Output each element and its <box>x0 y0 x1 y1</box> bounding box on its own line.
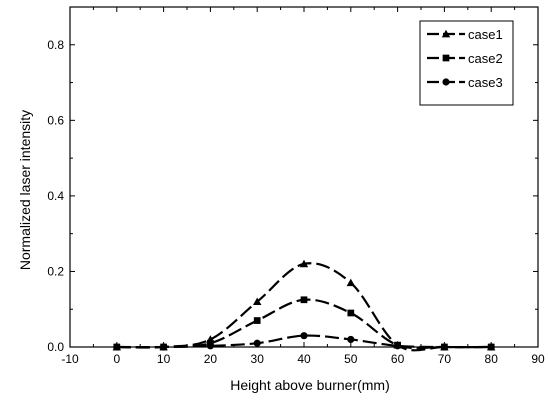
legend-marker-triangle <box>441 29 451 38</box>
series-case3 <box>113 332 495 351</box>
y-tick-label: 0.2 <box>47 264 64 278</box>
x-tick-label: 0 <box>113 352 120 366</box>
legend-label: case1 <box>468 27 503 42</box>
x-tick-label: 60 <box>391 352 405 366</box>
x-tick-label: 50 <box>344 352 358 366</box>
data-point-case1 <box>346 278 355 287</box>
legend-marker-circle <box>442 78 450 86</box>
x-tick-label: 40 <box>297 352 311 366</box>
data-point-case3 <box>206 342 214 350</box>
data-point-case3 <box>113 343 121 351</box>
data-point-case3 <box>253 339 261 347</box>
x-tick-label: 20 <box>204 352 218 366</box>
legend-item-case1: case1 <box>427 27 503 42</box>
data-point-case3 <box>440 343 448 351</box>
legend-marker-square <box>442 54 450 62</box>
y-tick-label: 0.6 <box>47 113 64 127</box>
x-tick-label: 80 <box>485 352 499 366</box>
x-tick-label: 30 <box>251 352 265 366</box>
y-tick-label: 0.8 <box>47 38 64 52</box>
data-point-case3 <box>347 335 355 344</box>
y-axis-title: Normalized laser intensity <box>17 110 33 270</box>
y-tick-label: 0.0 <box>47 340 64 354</box>
data-point-case2 <box>300 296 308 304</box>
data-point-case2 <box>347 309 355 317</box>
x-tick-label: 10 <box>157 352 171 366</box>
x-tick-label: 90 <box>531 352 545 366</box>
data-point-case2 <box>253 317 261 324</box>
data-point-case3 <box>300 332 308 340</box>
y-tick-label: 0.4 <box>47 189 64 203</box>
series-line-case2 <box>116 298 492 350</box>
legend-label: case2 <box>468 51 503 66</box>
data-point-case3 <box>487 343 495 351</box>
data-point-case3 <box>394 342 402 350</box>
data-point-case1 <box>299 259 309 268</box>
legend-item-case2: case2 <box>427 51 503 66</box>
x-tick-label: 70 <box>438 352 452 366</box>
legend-item-case3: case3 <box>427 75 503 90</box>
legend-label: case3 <box>468 75 503 90</box>
data-point-case1 <box>253 297 262 306</box>
series-line-case3 <box>116 334 492 349</box>
x-tick-label: -10 <box>61 352 79 366</box>
x-axis-title: Height above burner(mm) <box>230 377 390 393</box>
data-point-case3 <box>160 343 168 351</box>
